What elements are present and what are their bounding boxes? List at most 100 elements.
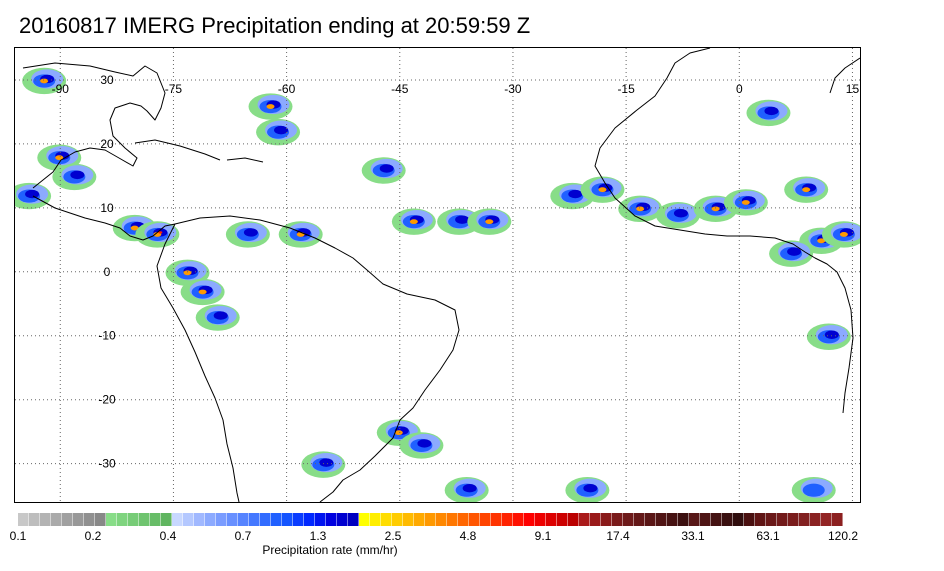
colorbar-swatch: [524, 513, 535, 526]
colorbar-swatch: [502, 513, 513, 526]
precipitation-cell: [821, 221, 860, 248]
precipitation-cell: [195, 304, 240, 331]
colorbar-swatch: [447, 513, 458, 526]
precipitation-cell: [444, 477, 489, 502]
longitude-label: 0: [736, 82, 743, 96]
coastline-west-africa: [594, 147, 854, 414]
colorbar-swatch: [29, 513, 40, 526]
colorbar-swatch: [656, 513, 667, 526]
colorbar-swatch: [601, 513, 612, 526]
precipitation-contour: [839, 232, 848, 237]
precipitation-cell: [806, 323, 851, 350]
colorbar: [18, 513, 843, 526]
colorbar-swatch: [216, 513, 227, 526]
colorbar-swatch: [623, 513, 634, 526]
longitude-label: -15: [617, 82, 635, 96]
coastline-south-america: [174, 215, 460, 502]
longitude-label: -75: [165, 82, 183, 96]
colorbar-swatch: [832, 513, 843, 526]
precipitation-contour: [824, 330, 839, 339]
precipitation-contour: [462, 484, 477, 493]
longitude-label: -90: [52, 82, 70, 96]
precipitation-contour: [636, 206, 645, 212]
colorbar-tick-label: 0.7: [234, 529, 252, 543]
map-title: 20160817 IMERG Precipitation ending at 2…: [19, 13, 531, 38]
precipitation-contour: [25, 189, 40, 199]
colorbar-swatch: [161, 513, 172, 526]
precipitation-contour: [183, 270, 192, 276]
precipitation-cell: [278, 221, 323, 248]
colorbar-swatch: [667, 513, 678, 526]
colorbar-swatch: [348, 513, 359, 526]
colorbar-swatch: [722, 513, 733, 526]
precipitation-cell: [723, 189, 768, 216]
colorbar-swatch: [95, 513, 106, 526]
colorbar-swatch: [403, 513, 414, 526]
precipitation-cell: [655, 202, 700, 229]
precipitation-contour: [319, 458, 334, 467]
precipitation-cell: [399, 432, 444, 459]
coastline-africa: [599, 48, 711, 149]
coastline-africa-east-edge: [829, 57, 860, 94]
colorbar-swatch: [733, 513, 744, 526]
precipitation-cell: [22, 67, 67, 95]
precipitation-cell: [248, 93, 293, 120]
precipitation-cell: [52, 163, 97, 191]
colorbar-swatch: [293, 513, 304, 526]
colorbar-swatch: [51, 513, 62, 526]
precipitation-contour: [40, 78, 49, 84]
colorbar-swatch: [568, 513, 579, 526]
colorbar-swatch: [414, 513, 425, 526]
colorbar-swatch: [62, 513, 73, 526]
colorbar-swatch: [106, 513, 117, 526]
precipitation-cell: [135, 221, 180, 248]
colorbar-swatch: [282, 513, 293, 526]
precipitation-contour: [802, 483, 825, 497]
coastlines: [22, 48, 860, 502]
colorbar-swatch: [249, 513, 260, 526]
precipitation-contour: [787, 247, 802, 256]
precipitation-contour: [274, 125, 289, 135]
colorbar-swatch: [480, 513, 491, 526]
precipitation-cell: [256, 118, 301, 146]
colorbar-swatch: [315, 513, 326, 526]
latitude-label: -10: [98, 329, 116, 343]
coastline-north-america: [22, 62, 166, 189]
colorbar-swatch: [392, 513, 403, 526]
precipitation-contour: [568, 189, 583, 199]
precipitation-cell: [565, 477, 610, 502]
colorbar-swatch: [579, 513, 590, 526]
colorbar-swatch: [337, 513, 348, 526]
colorbar-swatch: [326, 513, 337, 526]
colorbar-swatch: [821, 513, 832, 526]
map-canvas: -90 -75 -60 -45 -30 -15 0 15 30 20 10 0 -10 -20 -30: [15, 48, 860, 502]
precipitation-contour: [455, 215, 470, 224]
longitude-label: -30: [504, 82, 522, 96]
colorbar-swatch: [304, 513, 315, 526]
colorbar-swatch: [689, 513, 700, 526]
precipitation-cell: [618, 195, 663, 223]
precipitation-contour: [673, 209, 688, 218]
colorbar-swatch: [777, 513, 788, 526]
precipitation-contour: [409, 219, 418, 225]
colorbar-swatch: [139, 513, 150, 526]
colorbar-swatch: [458, 513, 469, 526]
colorbar-swatch: [436, 513, 447, 526]
precipitation-contour: [485, 219, 494, 225]
colorbar-swatch: [381, 513, 392, 526]
graticule-labels: -90 -75 -60 -45 -30 -15 0 15 30 20 10 0 -10 -20 -30: [52, 73, 860, 471]
latitude-label: -30: [98, 457, 116, 471]
colorbar-swatch: [260, 513, 271, 526]
coastline-south-america-west: [156, 223, 240, 502]
precipitation-map: -90 -75 -60 -45 -30 -15 0 15 30 20 10 0 -10 -20 -30: [14, 47, 861, 503]
colorbar-swatch: [535, 513, 546, 526]
colorbar-swatch: [513, 513, 524, 526]
precipitation-contour: [158, 231, 163, 234]
colorbar-swatch: [205, 513, 216, 526]
colorbar-swatch: [469, 513, 480, 526]
precipitation-contour: [55, 155, 64, 161]
colorbar-swatch: [128, 513, 139, 526]
colorbar-swatch: [799, 513, 810, 526]
precipitation-cell: [784, 176, 829, 203]
colorbar-swatch: [271, 513, 282, 526]
